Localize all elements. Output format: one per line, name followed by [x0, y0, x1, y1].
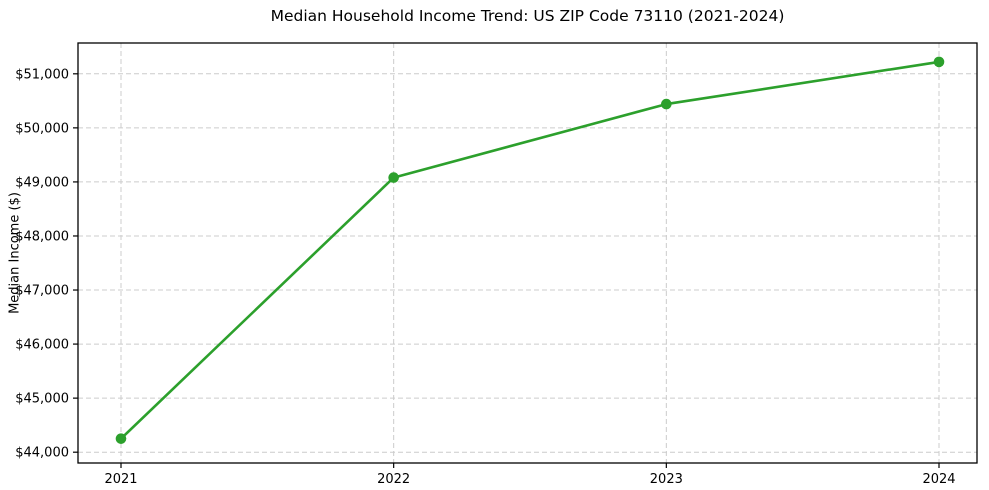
- data-point-marker: [661, 98, 672, 110]
- plot-border: [77, 42, 978, 464]
- y-tick-label: $46,000: [15, 338, 69, 353]
- y-tick-label: $50,000: [15, 121, 69, 136]
- y-tick-label: $51,000: [15, 67, 69, 82]
- y-tick-label: $44,000: [15, 446, 69, 461]
- y-tick-label: $47,000: [15, 284, 69, 299]
- y-tick-label: $49,000: [15, 175, 69, 190]
- data-point-marker: [933, 56, 945, 68]
- x-tick-label: 2022: [377, 472, 410, 487]
- chart-title: Median Household Income Trend: US ZIP Co…: [270, 7, 785, 25]
- data-point-marker: [388, 172, 399, 183]
- series-line: [119, 60, 941, 440]
- x-tick-label: 2021: [104, 472, 137, 487]
- x-tick-label: 2024: [922, 472, 955, 487]
- y-tick-label: $45,000: [15, 392, 69, 407]
- x-tick-label: 2023: [650, 472, 683, 487]
- data-point-marker: [115, 433, 127, 444]
- y-tick-label: $48,000: [15, 229, 69, 244]
